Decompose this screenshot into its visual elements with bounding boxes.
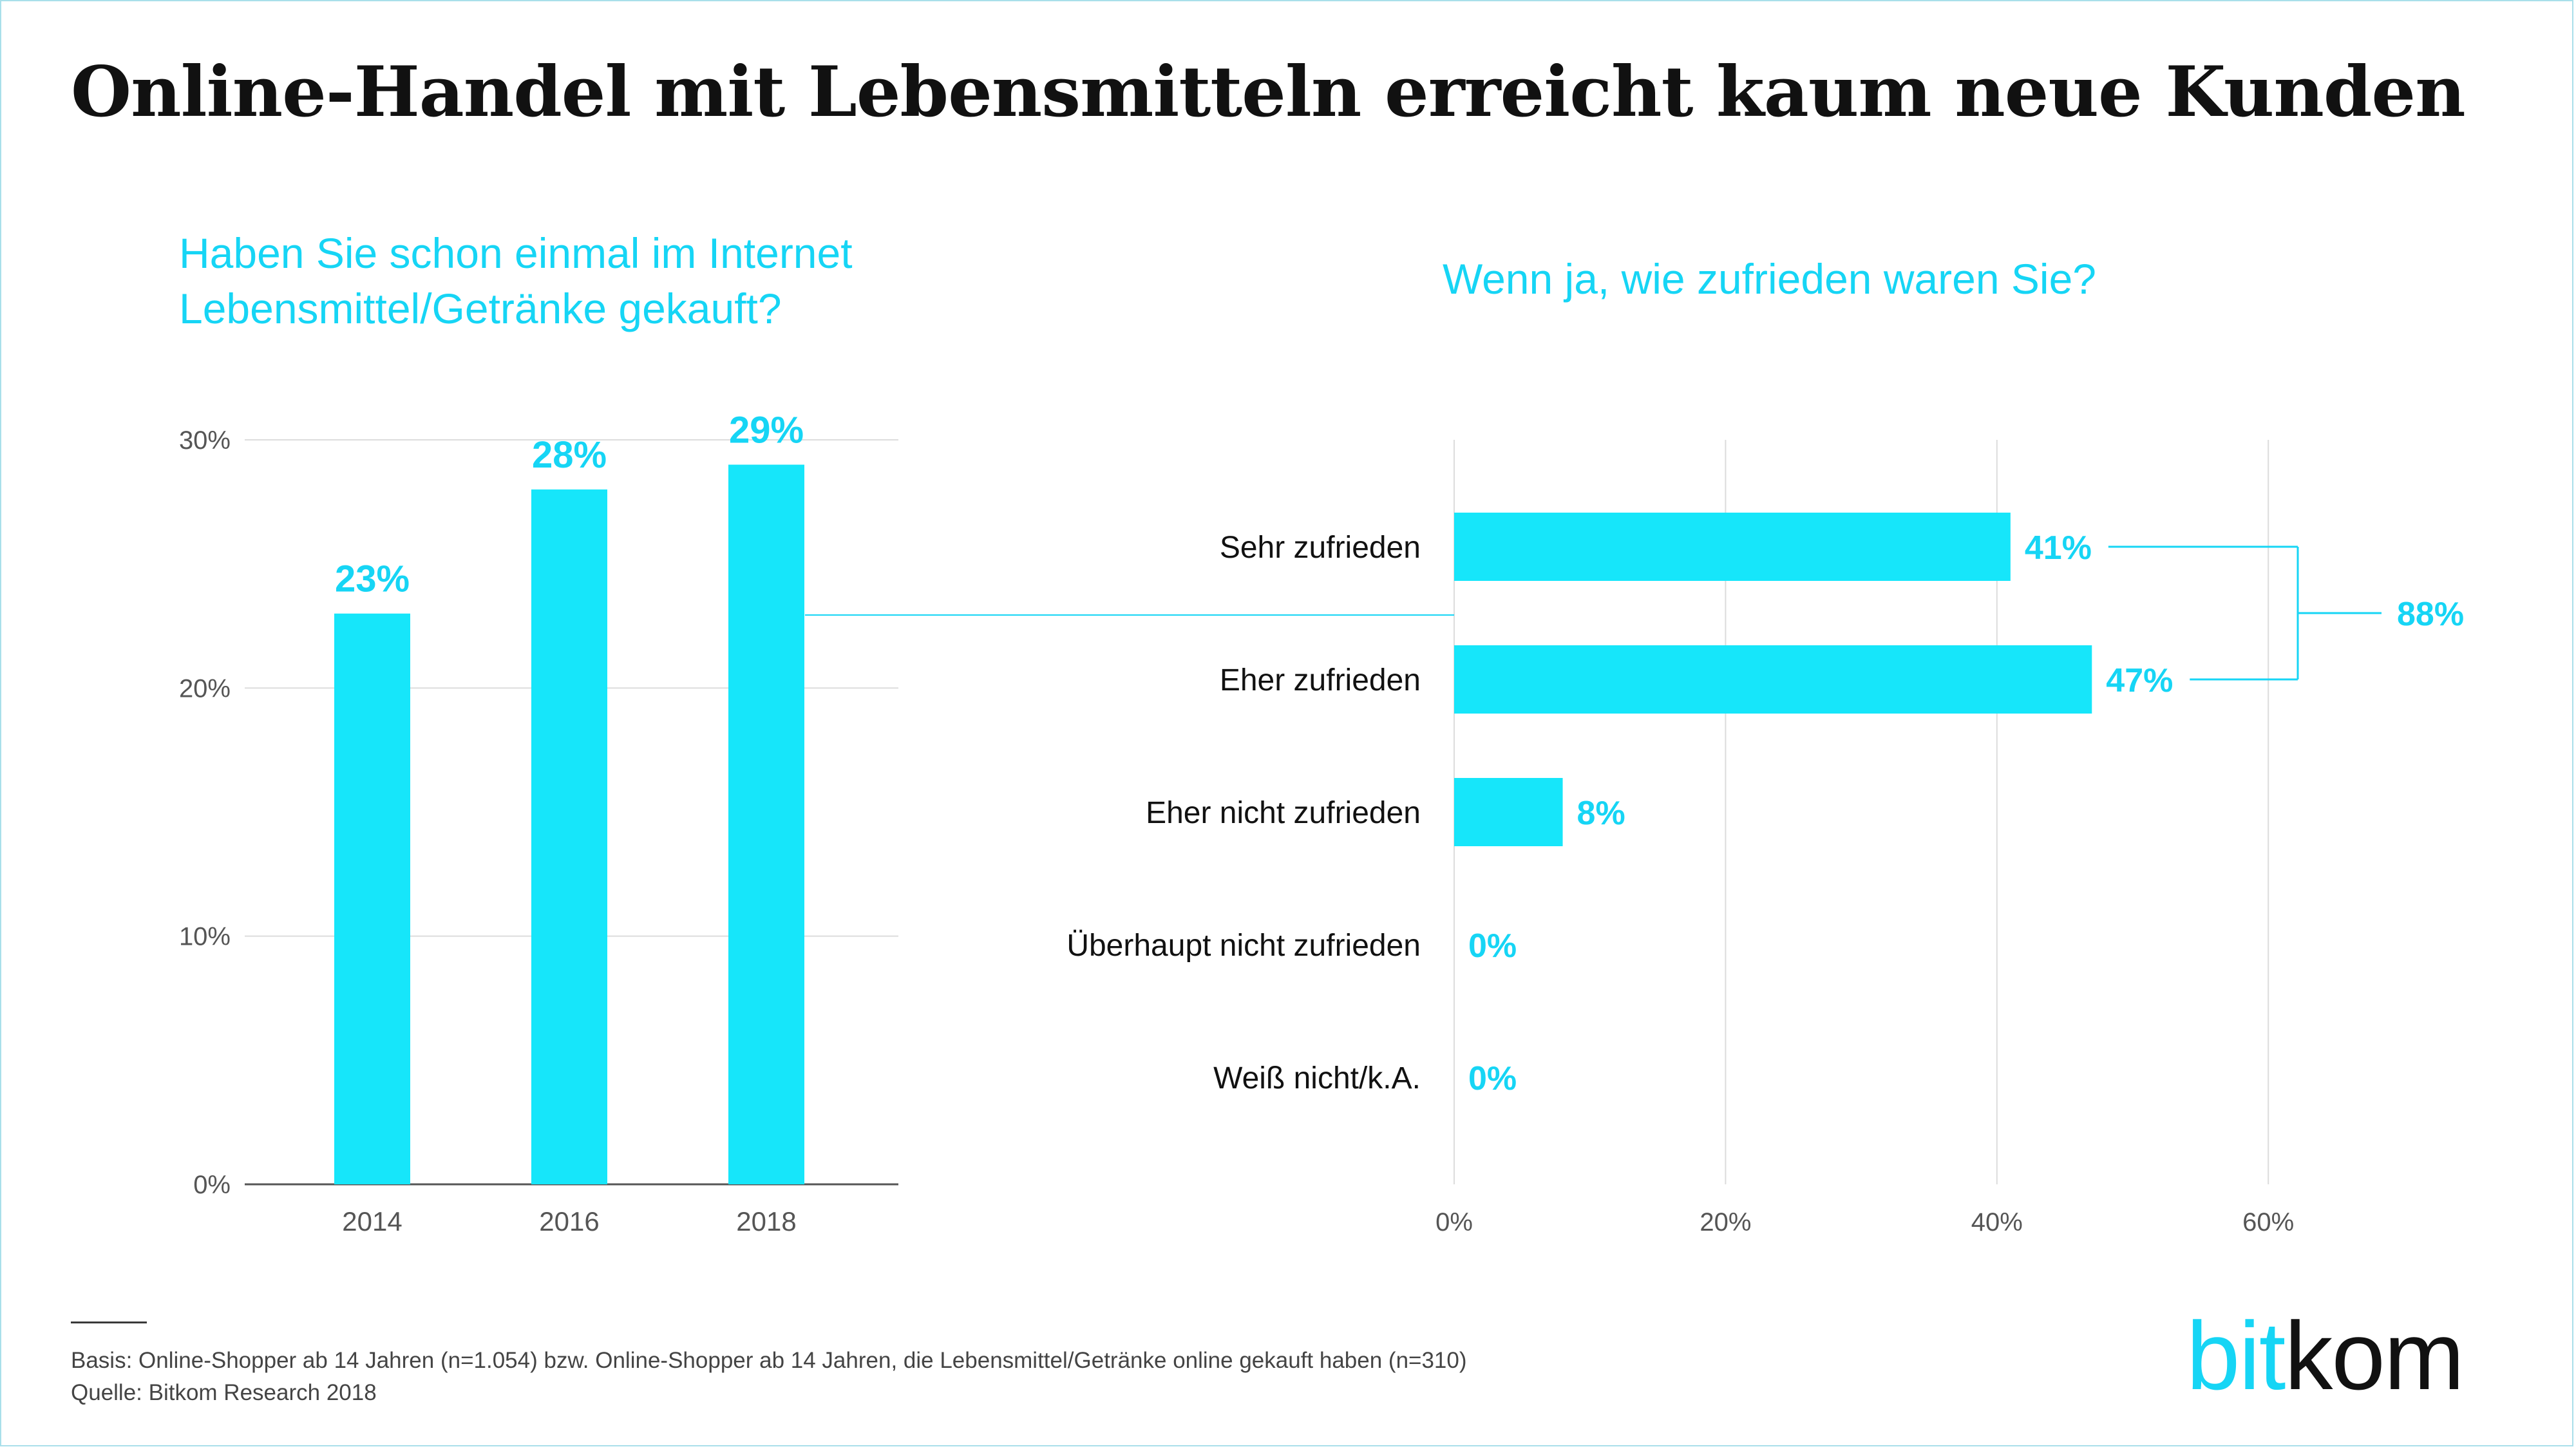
right-category-label: Eher zufrieden: [1220, 663, 1421, 697]
right-x-tick-label: 60%: [2242, 1208, 2294, 1236]
left-y-tick-label: 0%: [193, 1171, 231, 1199]
left-bar-value-label: 29%: [729, 410, 804, 451]
right-bar-value-label: 0%: [1468, 1060, 1517, 1097]
left-y-tick-label: 20%: [179, 674, 231, 703]
right-bar-value-label: 8%: [1577, 795, 1625, 832]
bracket-total-label: 88%: [2397, 596, 2464, 633]
right-category-label: Sehr zufrieden: [1220, 531, 1421, 565]
logo-part-1: bit: [2186, 1302, 2286, 1410]
left-bar-chart: 0% 10% 20% 30% 23% 2014 28% 2016 29% 2018: [179, 410, 898, 1236]
left-chart-question: Haben Sie schon einmal im Internet Leben…: [179, 225, 853, 336]
left-x-tick-label: 2014: [342, 1206, 402, 1236]
right-bar-value-label: 41%: [2025, 529, 2092, 567]
right-chart-question: Wenn ja, wie zufrieden waren Sie?: [1443, 255, 2097, 303]
right-bar-chart: 0% 20% 40% 60% Sehr zufrieden 41% Eher zufried…: [1066, 440, 2464, 1236]
right-x-tick-label: 0%: [1435, 1208, 1473, 1236]
left-bar-value-label: 23%: [335, 558, 410, 600]
left-question-line-1: Haben Sie schon einmal im Internet: [179, 229, 853, 277]
left-question-line-2: Lebensmittel/Getränke gekauft?: [179, 285, 782, 332]
left-bar: [531, 489, 607, 1184]
footer-basis: Basis: Online-Shopper ab 14 Jahren (n=1.…: [71, 1348, 1467, 1373]
footer-source: Quelle: Bitkom Research 2018: [71, 1380, 377, 1405]
right-category-label: Weiß nicht/k.A.: [1213, 1061, 1421, 1095]
left-x-tick-label: 2018: [736, 1206, 796, 1236]
right-bar: [1454, 778, 1563, 846]
footer-divider: [71, 1321, 147, 1323]
left-bar: [728, 464, 804, 1184]
left-bar-value-label: 28%: [532, 434, 607, 476]
right-bar: [1454, 513, 2011, 581]
footer-notes: Basis: Online-Shopper ab 14 Jahren (n=1.…: [71, 1345, 1467, 1409]
page-title: Online-Handel mit Lebensmitteln erreicht…: [71, 52, 2466, 133]
right-bar: [1454, 645, 2092, 714]
left-bar: [334, 613, 410, 1184]
right-x-tick-label: 20%: [1700, 1208, 1751, 1236]
right-category-label: Eher nicht zufrieden: [1146, 796, 1421, 830]
left-x-tick-label: 2016: [539, 1206, 599, 1236]
right-bar-value-label: 47%: [2106, 662, 2173, 699]
right-x-tick-label: 40%: [1971, 1208, 2023, 1236]
right-category-label: Überhaupt nicht zufrieden: [1066, 929, 1421, 963]
bitkom-logo: bitkom: [2186, 1307, 2465, 1404]
logo-part-2: kom: [2284, 1302, 2464, 1410]
left-y-tick-label: 30%: [179, 426, 231, 455]
right-bar-value-label: 0%: [1468, 927, 1517, 965]
left-y-tick-label: 10%: [179, 923, 231, 951]
